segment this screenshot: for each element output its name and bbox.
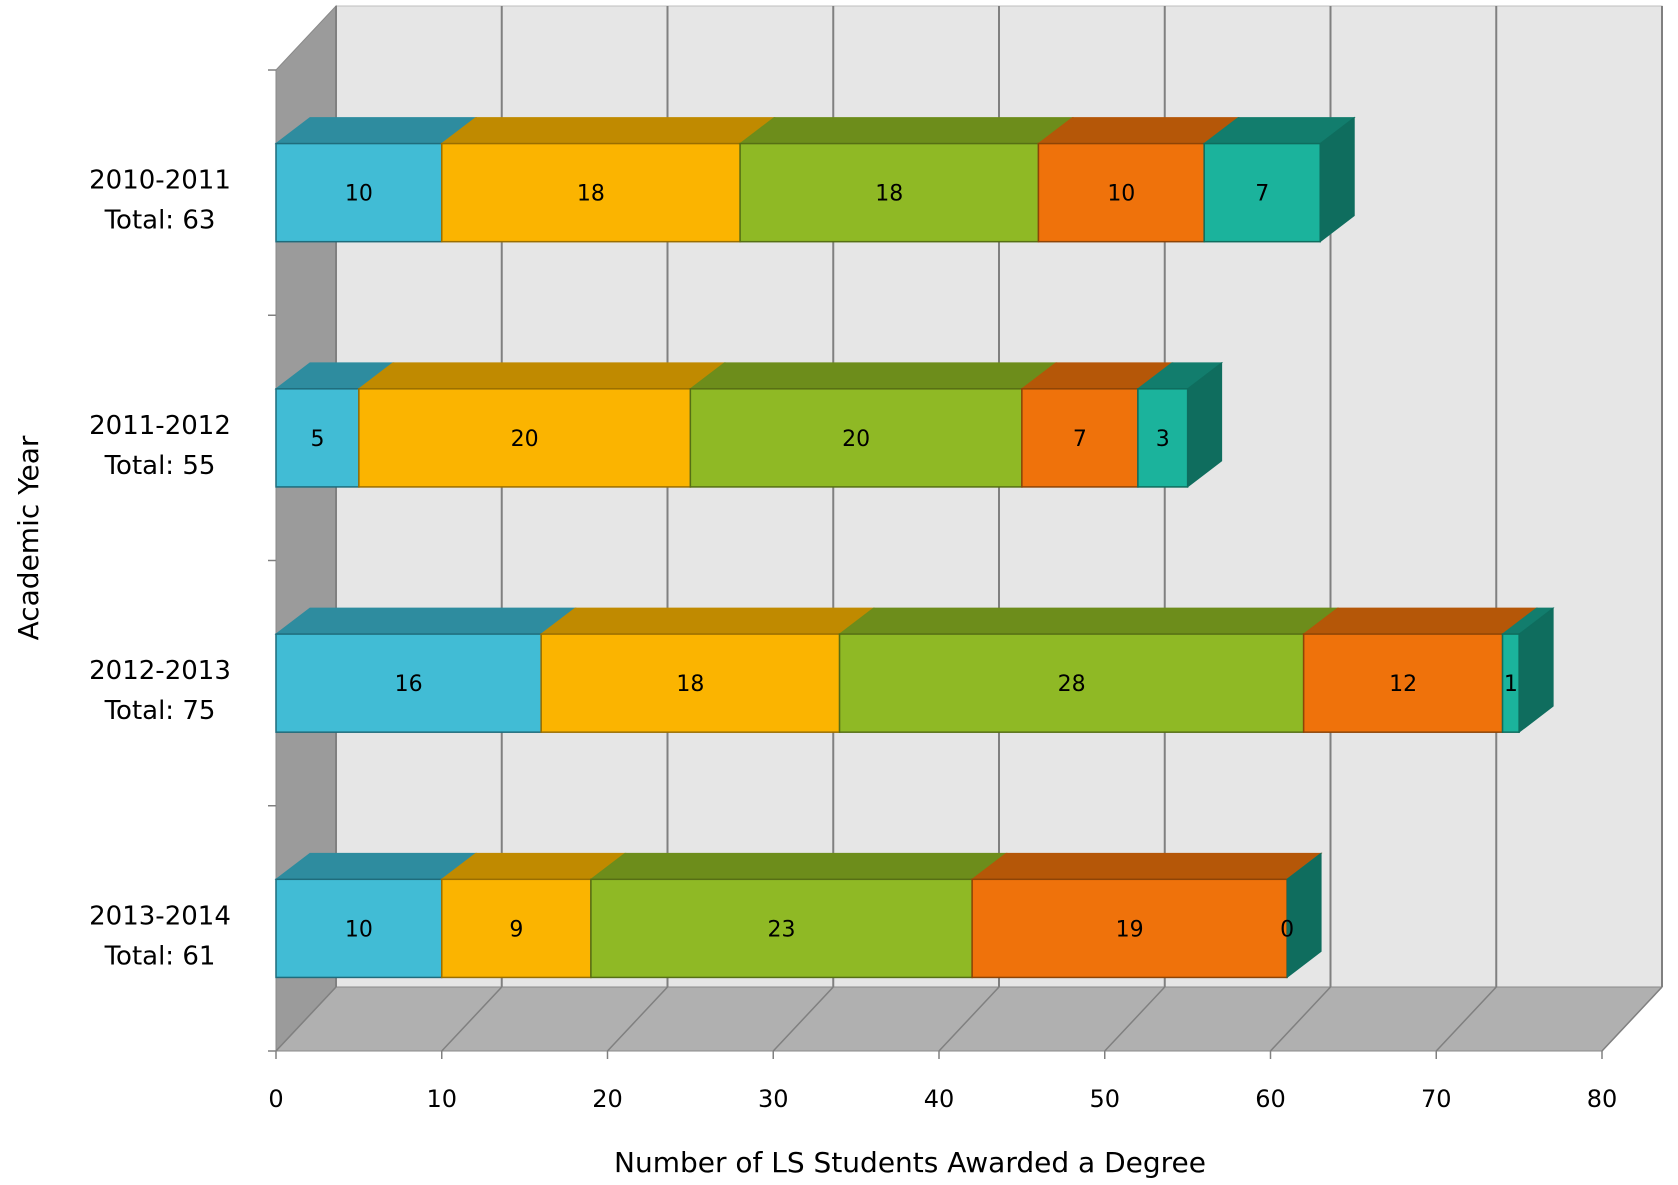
data-label: 20 [842, 427, 870, 452]
floor-gridline [938, 986, 1000, 1052]
bar [1203, 142, 1321, 243]
floor-gridline [772, 986, 834, 1052]
bar-top [274, 852, 478, 880]
data-label: 18 [676, 672, 704, 697]
data-label: 10 [345, 917, 373, 942]
bar-top [274, 607, 577, 635]
data-label: 5 [310, 427, 324, 452]
floor-gridline [1435, 986, 1497, 1052]
bar-group: 5 20 20 7 3 [274, 361, 1224, 488]
bar-side [1286, 852, 1322, 979]
data-label: 10 [345, 182, 373, 207]
bar-top [539, 607, 876, 635]
floor-gridline [1269, 986, 1332, 1052]
y-axis-title: Academic Year [12, 435, 45, 640]
bar [739, 142, 1040, 243]
x-tick-labels: 0 10 20 30 40 50 60 70 80 [268, 1085, 1617, 1113]
data-label: 0 [1280, 917, 1294, 942]
bar-top [589, 852, 1008, 880]
data-label: 1 [1504, 672, 1518, 697]
x-tick-label: 50 [1089, 1085, 1120, 1113]
data-label: 20 [511, 427, 539, 452]
x-tick-label: 0 [268, 1085, 283, 1113]
bar [275, 142, 443, 243]
x-tick-label: 10 [426, 1085, 457, 1113]
bar-group: 10 18 18 10 7 [274, 116, 1356, 243]
bar-top [1302, 607, 1539, 635]
bar-top [274, 117, 478, 145]
category-label-year: 2013-2014 [89, 901, 231, 931]
bars: 10 18 18 10 7 5 20 20 7 3 16 18 28 12 1 10 9 23 19 0 [274, 116, 1555, 979]
data-label: 12 [1389, 672, 1417, 697]
floor-gridline [606, 986, 669, 1052]
x-tick-label: 80 [1587, 1085, 1618, 1113]
bar-group: 16 18 28 12 1 [274, 607, 1555, 734]
floor-gridline [1601, 986, 1663, 1052]
bar [689, 388, 1023, 488]
x-tick-label: 30 [758, 1085, 789, 1113]
bar [358, 388, 692, 488]
data-label: 3 [1156, 427, 1170, 452]
bar [1137, 388, 1189, 488]
bar [1021, 388, 1139, 488]
category-label-total: Total: 75 [104, 696, 216, 726]
bar [275, 388, 360, 488]
data-label: 9 [509, 917, 523, 942]
floor-gridline [1104, 986, 1166, 1052]
data-label: 18 [875, 182, 903, 207]
bar-top [440, 117, 776, 145]
floor-gridline [275, 986, 337, 1052]
floor-gridline [441, 986, 503, 1052]
bar [540, 633, 841, 733]
category-labels: 2010-2011 Total: 63 2011-2012 Total: 55 2012… [89, 166, 231, 972]
data-label: 19 [1116, 917, 1144, 942]
data-label: 18 [577, 182, 605, 207]
x-tick-label: 70 [1421, 1085, 1452, 1113]
data-label: 7 [1255, 182, 1269, 207]
bar-top [738, 117, 1074, 145]
bar-side [1187, 361, 1223, 488]
category-label-year: 2010-2011 [89, 166, 231, 196]
category-label-total: Total: 55 [104, 451, 216, 481]
data-label: 16 [395, 672, 423, 697]
bar-top [1036, 117, 1240, 145]
bar [275, 633, 542, 733]
category-label-total: Total: 63 [104, 206, 216, 236]
data-label: 28 [1058, 672, 1086, 697]
data-label: 23 [768, 917, 796, 942]
category-label-total: Total: 61 [104, 941, 216, 971]
data-label: 7 [1073, 427, 1087, 452]
category-label-year: 2012-2013 [89, 656, 231, 686]
bar-top [688, 362, 1058, 390]
bar-side [1518, 607, 1554, 734]
x-axis-title: Number of LS Students Awarded a Degree [614, 1146, 1206, 1179]
bar-top [357, 362, 726, 390]
bar [838, 633, 1305, 733]
data-label: 10 [1107, 182, 1135, 207]
bar [275, 878, 443, 979]
x-tick-label: 40 [924, 1085, 955, 1113]
bar-top [838, 607, 1340, 635]
bar-group: 10 9 23 19 0 [274, 852, 1323, 979]
bar-side [1319, 116, 1355, 243]
x-tick-label: 20 [592, 1085, 623, 1113]
bar [1037, 142, 1205, 243]
x-tick-label: 60 [1255, 1085, 1286, 1113]
category-label-year: 2011-2012 [89, 411, 231, 441]
bar-top [970, 852, 1323, 880]
